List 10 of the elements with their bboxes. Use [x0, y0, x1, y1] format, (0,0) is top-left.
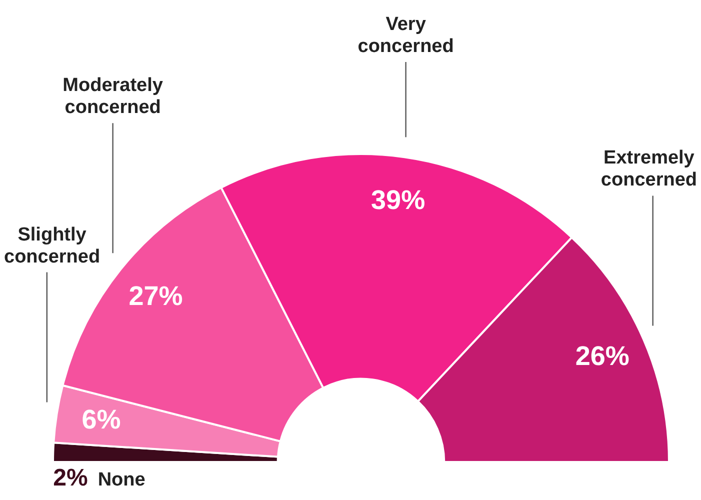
data-label: 26%	[575, 340, 630, 371]
slice-label: Slightly concerned	[4, 224, 100, 268]
data-label: 39%	[371, 185, 426, 216]
slice-label: Moderately concerned	[62, 75, 164, 118]
data-label: 2%	[53, 464, 88, 492]
slice-label: None	[98, 470, 146, 491]
slice-label: Extremely concerned	[600, 148, 698, 191]
slice-label: Very concerned	[358, 14, 454, 57]
data-label: 6%	[82, 404, 121, 434]
data-label: 27%	[128, 280, 183, 311]
